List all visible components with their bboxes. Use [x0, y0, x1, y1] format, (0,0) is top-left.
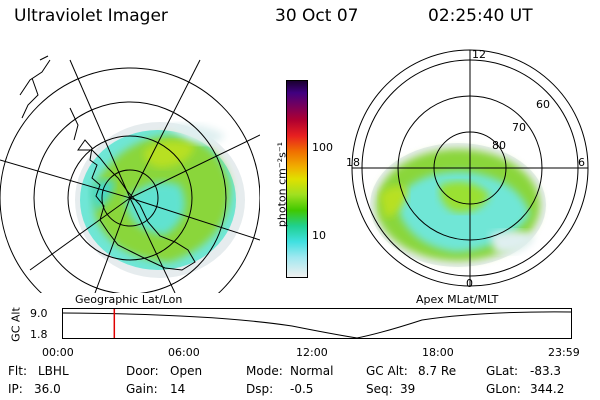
glat-label: GLat: — [486, 364, 519, 378]
mlat-label-80: 80 — [492, 139, 506, 152]
mlt-label-18: 18 — [346, 156, 360, 169]
glon-value: 344.2 — [530, 382, 565, 396]
time-label: 02:25:40 UT — [428, 6, 533, 26]
geographic-map — [0, 55, 260, 293]
mlat-label-70: 70 — [512, 121, 526, 134]
gc-altitude-curve — [61, 311, 573, 339]
timeline-xtick-0000: 00:00 — [42, 346, 74, 359]
left-map-caption: Geographic Lat/Lon — [75, 293, 183, 306]
mode-value: Normal — [290, 364, 334, 378]
gain-label: Gain: — [126, 382, 158, 396]
aurora-emission-right — [370, 143, 546, 267]
aurora-emission-left — [75, 122, 245, 278]
gain-value: 14 — [170, 382, 186, 396]
latitude-circles-left — [0, 67, 260, 293]
timeline-ylabel: GC Alt — [9, 307, 23, 342]
timeline-plot — [61, 308, 573, 339]
flt-value: LBHL — [38, 364, 69, 378]
instrument-title: Ultraviolet Imager — [14, 6, 168, 26]
gc-alt-value: 8.7 Re — [418, 364, 457, 378]
mlt-label-12: 12 — [472, 48, 486, 61]
date-label: 30 Oct 07 — [275, 6, 359, 26]
apex-mlt-map — [351, 49, 589, 287]
timeline-ytick-9: 9.0 — [30, 307, 48, 320]
timeline-xtick-1800: 18:00 — [422, 346, 454, 359]
dsp-label: Dsp: — [246, 382, 274, 396]
mlat-label-60: 60 — [536, 98, 550, 111]
timeline-xtick-2359: 23:59 — [548, 346, 580, 359]
dsp-value: -0.5 — [290, 382, 314, 396]
gc-alt-label: GC Alt: — [366, 364, 408, 378]
mlt-meridians — [352, 50, 588, 286]
mlt-label-6: 6 — [578, 156, 585, 169]
colorbar-unit-label: photon cm⁻²s⁻¹ — [275, 141, 289, 228]
timeline-ytick-1-8: 1.8 — [30, 328, 48, 341]
glon-label: GLon: — [486, 382, 521, 396]
timeline-xtick-1200: 12:00 — [296, 346, 328, 359]
mode-label: Mode: — [246, 364, 283, 378]
glat-value: -83.3 — [530, 364, 562, 378]
seq-label: Seq: — [366, 382, 393, 396]
mlt-label-0: 0 — [466, 277, 473, 290]
right-map-caption: Apex MLat/MLT — [416, 293, 499, 306]
timeline-xtick-0600: 06:00 — [168, 346, 200, 359]
colorbar — [286, 80, 308, 278]
ip-value: 36.0 — [34, 382, 61, 396]
colorbar-tick-100: 100 — [312, 141, 333, 154]
ip-label: IP: — [8, 382, 23, 396]
meridians-left — [0, 59, 260, 293]
coastline-left — [77, 139, 196, 271]
door-value: Open — [170, 364, 203, 378]
flt-label: Flt: — [8, 364, 27, 378]
door-label: Door: — [126, 364, 159, 378]
colorbar-tick-10: 10 — [312, 229, 326, 242]
seq-value: 39 — [400, 382, 416, 396]
